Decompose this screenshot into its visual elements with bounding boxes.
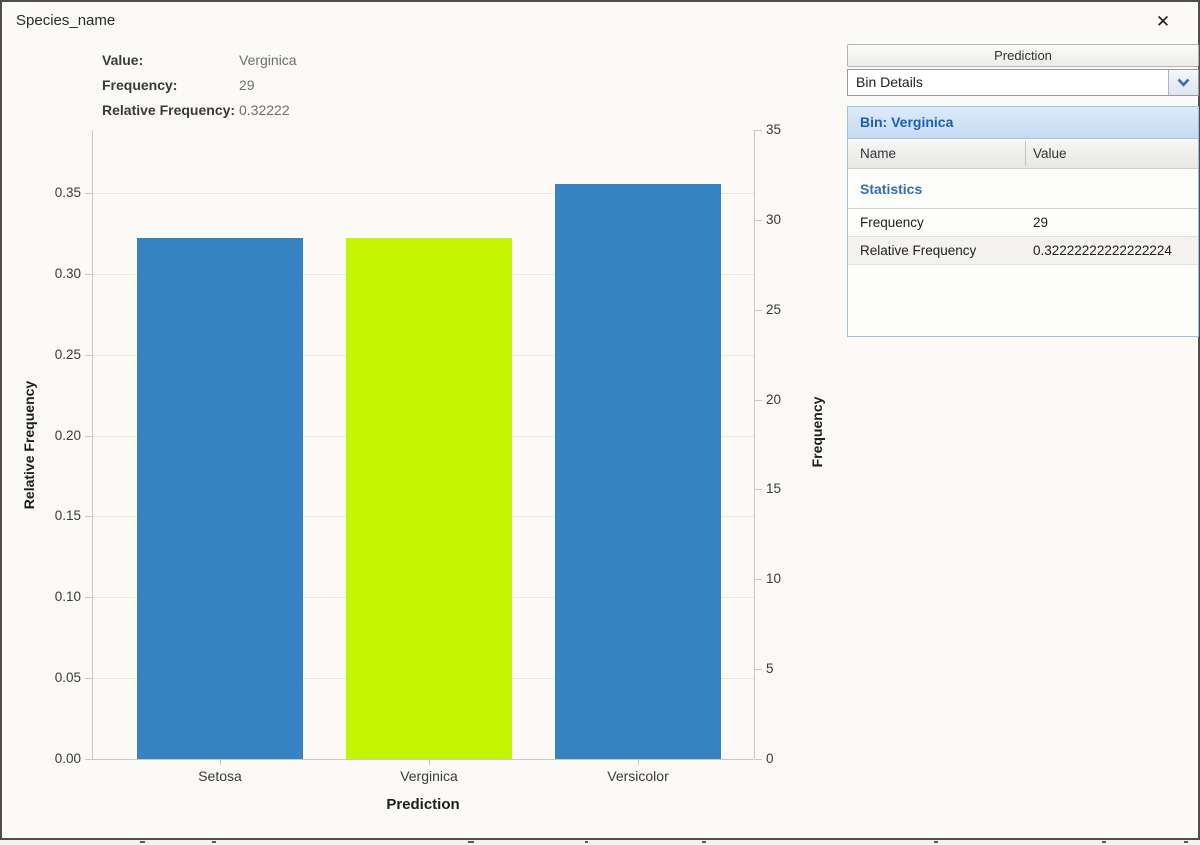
- left-axis-tick-label: 0.10: [54, 589, 81, 604]
- tooltip-value: Verginica: [239, 51, 297, 68]
- table-row: Relative Frequency 0.32222222222222224: [848, 237, 1198, 265]
- right-axis-line: [754, 130, 755, 759]
- left-axis-tick-label: 0.00: [54, 751, 81, 766]
- bar-versicolor[interactable]: [555, 184, 721, 759]
- x-tick-label-versicolor: Versicolor: [607, 768, 669, 784]
- x-axis-tick: [220, 760, 221, 765]
- x-axis-title: Prediction: [386, 796, 460, 813]
- left-axis-tick: [85, 436, 92, 437]
- bin-details-dropdown[interactable]: Bin Details: [847, 69, 1199, 96]
- bin-info-tooltip: Value: Verginica Frequency: 29 Relative …: [102, 47, 297, 122]
- left-axis-title: Relative Frequency: [21, 380, 37, 510]
- left-axis-tick: [85, 355, 92, 356]
- dropdown-arrow-button[interactable]: [1168, 70, 1198, 95]
- tooltip-row: Frequency: 29: [102, 72, 297, 97]
- right-axis-tick: [755, 400, 762, 401]
- left-axis-tick: [85, 759, 92, 760]
- tooltip-value: 29: [239, 76, 255, 93]
- left-axis-tick-label: 0.30: [54, 266, 81, 281]
- stat-value: 29: [1033, 215, 1049, 230]
- right-axis-tick: [755, 759, 762, 760]
- tooltip-value: 0.32222: [239, 101, 290, 118]
- left-axis-tick-label: 0.05: [54, 670, 81, 685]
- window-title: Species_name: [16, 12, 116, 29]
- close-button[interactable]: ✕: [1142, 6, 1184, 38]
- x-tick-label-setosa: Setosa: [198, 768, 242, 784]
- left-axis-tick-label: 0.35: [54, 185, 81, 200]
- left-axis-tick-label: 0.15: [54, 508, 81, 523]
- right-axis-title: Frequency: [809, 396, 825, 468]
- table-row: Frequency 29: [848, 209, 1198, 237]
- x-axis-tick: [638, 760, 639, 765]
- left-axis-tick: [85, 274, 92, 275]
- bin-title: Bin: Verginica: [848, 107, 1198, 139]
- statistics-section-header: Statistics: [848, 169, 1198, 209]
- left-axis-tick-label: 0.20: [54, 428, 81, 443]
- stat-value: 0.32222222222222224: [1033, 243, 1172, 258]
- column-header-value: Value: [1033, 146, 1067, 161]
- x-tick-label-verginica: Verginica: [400, 768, 458, 784]
- bar-verginica[interactable]: [346, 238, 512, 759]
- right-axis-tick-label: 0: [766, 751, 774, 766]
- right-axis-tick: [755, 489, 762, 490]
- right-axis-tick: [755, 220, 762, 221]
- right-axis-tick-label: 30: [766, 212, 782, 227]
- left-axis-tick-label: 0.25: [54, 347, 81, 362]
- right-axis-tick-label: 5: [766, 661, 774, 676]
- left-axis-tick: [85, 597, 92, 598]
- right-axis-tick-label: 10: [766, 571, 782, 586]
- right-axis-tick: [755, 130, 762, 131]
- tooltip-label: Value:: [102, 51, 144, 68]
- right-axis-tick-label: 15: [766, 481, 782, 496]
- bin-details-box: Bin: Verginica Name Value Statistics Fre…: [847, 106, 1199, 337]
- tooltip-label: Frequency:: [102, 76, 178, 93]
- right-axis-tick: [755, 669, 762, 670]
- left-axis-tick: [85, 193, 92, 194]
- right-axis-tick-label: 20: [766, 392, 782, 407]
- stat-name: Relative Frequency: [860, 243, 977, 258]
- x-axis-tick: [429, 760, 430, 765]
- x-axis-line: [92, 759, 754, 760]
- column-header-name: Name: [860, 146, 897, 161]
- prediction-column-button[interactable]: Prediction: [847, 44, 1199, 67]
- table-header: Name Value: [848, 139, 1198, 169]
- gridline: [92, 193, 754, 194]
- tooltip-row: Relative Frequency: 0.32222: [102, 97, 297, 122]
- right-axis-tick: [755, 310, 762, 311]
- right-axis-tick-label: 35: [766, 122, 782, 137]
- tooltip-label: Relative Frequency:: [102, 101, 236, 118]
- right-axis-tick: [755, 579, 762, 580]
- column-separator: [1025, 141, 1026, 166]
- left-axis-tick: [85, 678, 92, 679]
- tooltip-row: Value: Verginica: [102, 47, 297, 72]
- left-axis-tick: [85, 516, 92, 517]
- left-axis-line: [92, 130, 93, 759]
- bar-setosa[interactable]: [137, 238, 303, 759]
- stat-name: Frequency: [860, 215, 924, 230]
- right-axis-tick-label: 25: [766, 302, 782, 317]
- chevron-down-icon: [1177, 78, 1190, 87]
- close-icon: ✕: [1155, 12, 1171, 31]
- dropdown-selected-value: Bin Details: [856, 74, 923, 90]
- background-window-edge: [0, 840, 1200, 845]
